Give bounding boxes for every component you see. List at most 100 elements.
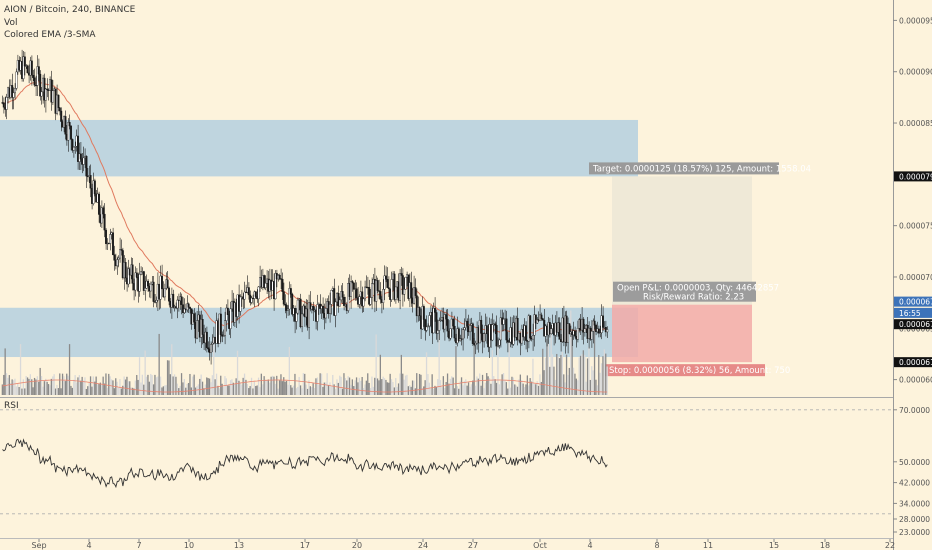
volume-bar — [38, 381, 40, 395]
indicator-label[interactable]: Colored EMA /3-SMA — [4, 30, 96, 40]
volume-bar — [584, 354, 586, 395]
volume-bar — [278, 380, 281, 395]
volume-bar — [481, 374, 484, 395]
candle-body — [425, 326, 428, 331]
open-pnl-label: Open P&L: 0.0000003, Qty: 44642857 — [617, 284, 779, 294]
candle-body — [362, 298, 365, 307]
candle-body — [379, 291, 382, 300]
volume-bar — [486, 373, 488, 395]
volume-bar — [17, 383, 19, 395]
candle-body — [453, 325, 456, 339]
vol-label[interactable]: Vol — [4, 18, 18, 28]
candle-body — [180, 296, 183, 305]
time-axis[interactable]: Sep 4 7 10 13 17 20 24 27 Oct 4 8 11 15 18 22 — [31, 538, 895, 550]
volume-bar — [560, 354, 562, 395]
volume-bar — [129, 381, 131, 395]
time-tick-label: 18 — [820, 541, 830, 550]
candle-body — [324, 308, 327, 319]
price-tick-label: 0.0000750 — [899, 222, 932, 231]
volume-bar — [52, 376, 54, 395]
volume-bar — [417, 388, 419, 395]
candle-body — [415, 295, 418, 317]
candle-body — [299, 298, 302, 328]
volume-bar — [47, 384, 50, 395]
volume-bar — [518, 379, 520, 395]
price-tag — [894, 296, 932, 307]
rsi-label[interactable]: RSI — [4, 401, 19, 411]
candle-body — [590, 331, 593, 340]
volume-bar — [452, 377, 454, 395]
volume-bar — [537, 385, 540, 395]
candle-body — [223, 320, 226, 336]
candle-body — [347, 283, 350, 311]
volume-bar — [158, 333, 160, 395]
volume-bar — [126, 376, 128, 395]
volume-bar — [425, 352, 428, 395]
volume-bar — [399, 373, 401, 395]
candle-body — [144, 288, 147, 291]
volume-bar — [53, 374, 55, 395]
volume-bar — [206, 377, 208, 395]
volume-bar — [81, 376, 83, 395]
volume-bar — [63, 376, 65, 395]
volume-bar — [304, 373, 306, 395]
stop-label: Stop: 0.0000056 (8.32%) 56, Amount: 750 — [609, 366, 790, 376]
candle-body — [160, 275, 163, 290]
candle-body — [74, 146, 77, 148]
price-tick-label: 0.0000900 — [899, 68, 932, 77]
candle-body — [85, 155, 88, 177]
candle-body — [288, 288, 291, 310]
volume-bar — [502, 373, 505, 395]
volume-bar — [533, 383, 535, 395]
candle-body — [149, 283, 152, 292]
volume-bar — [105, 373, 107, 395]
volume-bar — [522, 383, 524, 395]
volume-bar — [428, 382, 430, 395]
candle-body — [312, 305, 315, 311]
volume-bar — [60, 388, 62, 395]
symbol-title[interactable]: AION / Bitcoin, 240, BINANCE — [4, 5, 136, 15]
candle-body — [548, 322, 551, 335]
candle-body — [187, 303, 190, 308]
volume-bar — [45, 378, 47, 395]
volume-bar — [14, 378, 16, 395]
volume-bar — [473, 337, 475, 395]
volume-bar — [21, 388, 23, 395]
volume-bar — [87, 386, 89, 395]
volume-bar — [600, 363, 603, 395]
volume-bar — [64, 381, 66, 395]
volume-bar — [259, 387, 261, 395]
candle-body — [452, 318, 455, 327]
volume-bar — [368, 382, 370, 395]
candle-body — [15, 71, 18, 89]
volume-bar — [267, 379, 269, 395]
candle-body — [382, 289, 385, 303]
volume-bar — [42, 386, 44, 395]
candle-body — [350, 281, 353, 297]
volume-bar — [255, 385, 257, 395]
volume-bar — [392, 382, 394, 395]
volume-bar — [480, 385, 482, 395]
long-position-tool[interactable]: Target: 0.0000125 (18.57%) 125, Amount: … — [589, 162, 811, 377]
candle-body — [368, 287, 371, 305]
volume-bar — [383, 378, 386, 395]
volume-bar — [173, 374, 176, 395]
candle-body — [358, 296, 361, 305]
volume-bar — [4, 348, 6, 395]
volume-bar — [218, 388, 220, 395]
price-axis[interactable]: 0.0000950 0.0000900 0.0000850 0.0000750 0.00… — [893, 16, 932, 537]
candle-body — [243, 291, 246, 300]
volume-bar — [388, 382, 390, 395]
volume-bar — [423, 386, 425, 395]
candle-body — [195, 320, 198, 339]
candle-body — [540, 314, 543, 319]
volume-bar — [145, 376, 148, 395]
rsi-tick-label: 70.0000 — [899, 406, 930, 415]
volume-bar — [540, 381, 542, 395]
price-tick-label: 0.0000700 — [899, 273, 932, 282]
candle-body — [131, 264, 134, 284]
time-tick-label: Oct — [533, 541, 547, 550]
volume-bar — [150, 373, 152, 395]
volume-bar — [347, 376, 349, 395]
